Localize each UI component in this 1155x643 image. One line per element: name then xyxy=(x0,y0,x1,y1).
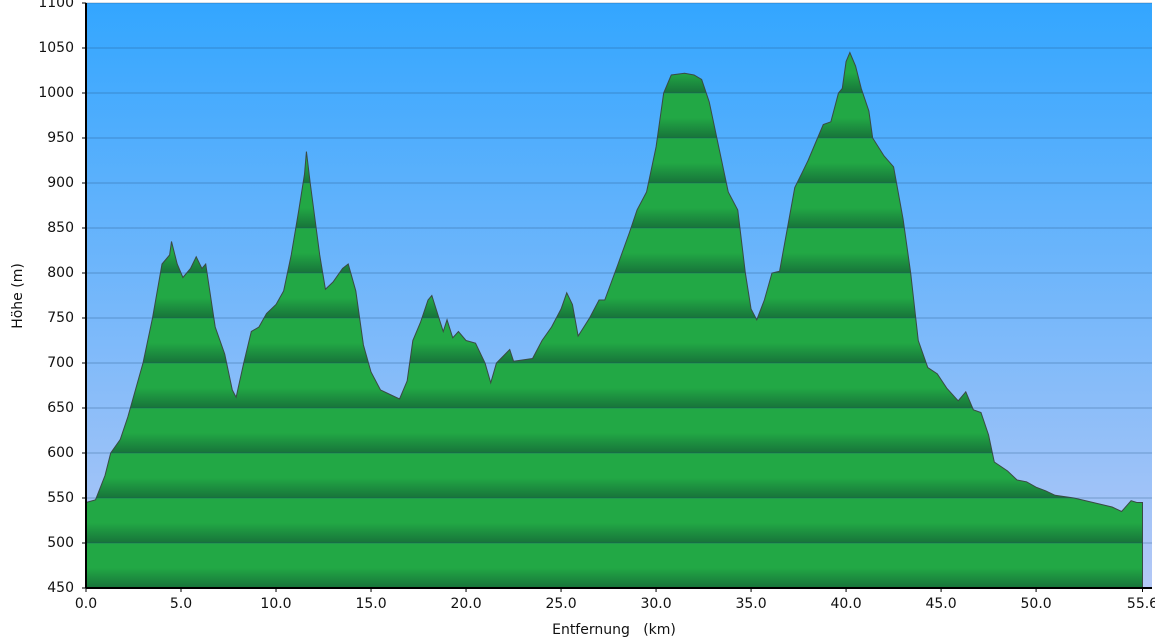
x-tick-label: 20.0 xyxy=(450,596,481,612)
y-axis-label: Höhe (m) xyxy=(10,263,26,329)
x-tick-label: 45.0 xyxy=(925,596,956,612)
y-tick-label: 1100 xyxy=(38,0,74,11)
x-tick-label: 30.0 xyxy=(640,596,671,612)
y-tick-label: 500 xyxy=(47,535,74,551)
x-tick-label: 55.6 xyxy=(1127,596,1155,612)
x-tick-label: 50.0 xyxy=(1021,596,1052,612)
y-tick-label: 1050 xyxy=(38,40,74,56)
y-tick-label: 700 xyxy=(47,355,74,371)
y-tick-label: 900 xyxy=(47,175,74,191)
x-tick-label: 25.0 xyxy=(545,596,576,612)
y-tick-label: 800 xyxy=(47,265,74,281)
x-tick-label: 0.0 xyxy=(75,596,97,612)
y-tick-label: 850 xyxy=(47,220,74,236)
x-tick-label: 15.0 xyxy=(355,596,386,612)
elevation-area xyxy=(85,51,1143,589)
y-tick-label: 600 xyxy=(47,445,74,461)
x-axis-label: Entfernung (km) xyxy=(552,622,676,638)
x-tick-label: 40.0 xyxy=(830,596,861,612)
y-tick-label: 750 xyxy=(47,310,74,326)
x-tick-label: 35.0 xyxy=(735,596,766,612)
x-tick-label: 10.0 xyxy=(260,596,291,612)
y-tick-label: 950 xyxy=(47,130,74,146)
y-tick-label: 450 xyxy=(47,580,74,596)
y-tick-label: 1000 xyxy=(38,85,74,101)
x-tick-label: 5.0 xyxy=(170,596,192,612)
y-tick-label: 650 xyxy=(47,400,74,416)
y-tick-label: 550 xyxy=(47,490,74,506)
